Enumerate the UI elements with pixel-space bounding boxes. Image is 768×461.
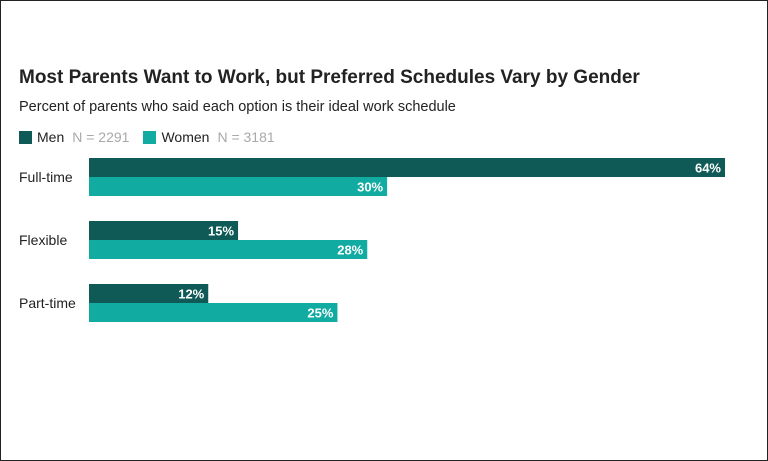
data-label-men-flexible: 15%: [208, 224, 234, 239]
bar-women-flexible: [89, 240, 368, 259]
data-label-men-full-time: 64%: [695, 161, 721, 176]
legend-n-men: N = 2291: [72, 129, 130, 145]
legend-swatch-women: [143, 130, 157, 144]
data-label-women-full-time: 30%: [357, 180, 383, 195]
data-label-men-part-time: 12%: [178, 287, 204, 302]
data-label-women-part-time: 25%: [307, 306, 333, 321]
bar-men-full-time: [89, 158, 725, 177]
bar-men-part-time: [89, 284, 209, 303]
legend-swatch-men: [19, 130, 32, 144]
data-label-women-flexible: 28%: [337, 243, 363, 258]
chart-subtitle: Percent of parents who said each option …: [19, 99, 456, 115]
category-label-flexible: Flexible: [19, 232, 67, 248]
category-label-part-time: Part-time: [19, 295, 76, 311]
legend: Men N = 2291 Women N = 3181: [19, 129, 289, 145]
legend-label-women: Women: [161, 129, 210, 145]
legend-n-women: N = 3181: [217, 129, 275, 145]
bar-chart: Full-time 64% 30% Flexible 15% 28% Part-time 12…: [19, 158, 725, 322]
legend-label-men: Men: [37, 129, 65, 145]
bar-men-flexible: [89, 221, 239, 240]
category-label-full-time: Full-time: [19, 169, 73, 185]
bar-women-full-time: [89, 177, 388, 196]
chart-title: Most Parents Want to Work, but Preferred…: [19, 67, 640, 88]
bar-women-part-time: [89, 303, 338, 322]
